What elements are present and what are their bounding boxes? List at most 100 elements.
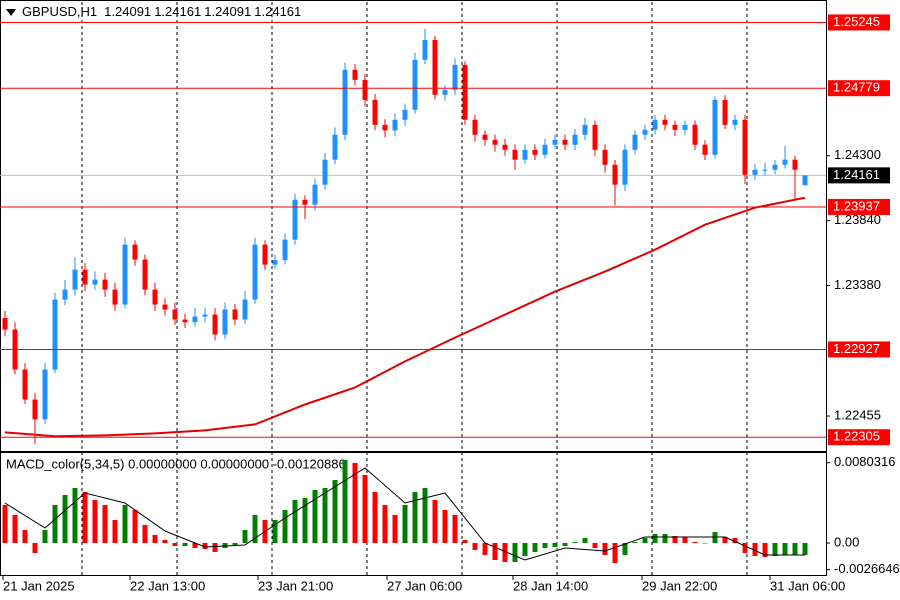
macd-bar	[752, 543, 758, 556]
candle-body	[292, 199, 298, 240]
symbol: GBPUSD,H1	[22, 4, 97, 19]
level-label: 1.22927	[833, 341, 880, 356]
macd-bar	[272, 520, 278, 543]
macd-bar	[592, 543, 598, 548]
x-tick-label: 31 Jan 06:00	[770, 578, 845, 593]
chart-header: GBPUSD,H1 1.24091 1.24161 1.24091 1.24161	[22, 4, 301, 19]
x-tick-label: 28 Jan 14:00	[513, 578, 588, 593]
macd-bar	[442, 510, 448, 543]
candle-body	[482, 134, 488, 140]
macd-bar	[642, 538, 648, 543]
macd-bar	[352, 463, 358, 543]
candle-body	[452, 64, 458, 90]
macd-y-tick-label: 0.0080316	[834, 454, 895, 469]
candle-body	[232, 309, 238, 320]
candle-body	[42, 369, 48, 420]
candle-body	[362, 79, 368, 100]
candle-body	[252, 244, 258, 300]
macd-bar	[732, 538, 738, 543]
candle-body	[102, 279, 108, 290]
candle-body	[752, 169, 758, 175]
candle-body	[182, 319, 188, 323]
macd-bar	[422, 488, 428, 543]
header-price: 1.24091	[204, 4, 251, 19]
macd-bar	[632, 542, 638, 543]
candle-body	[712, 99, 718, 155]
moving-average	[4, 196, 806, 438]
macd-bar	[312, 490, 318, 543]
candle-body	[802, 175, 808, 186]
macd-bar	[742, 543, 748, 553]
macd-bar	[782, 543, 788, 555]
level-label: 1.25245	[833, 14, 880, 29]
macd-bar	[672, 536, 678, 543]
macd-bar	[62, 495, 68, 543]
macd-bar	[152, 535, 158, 543]
candle-body	[122, 244, 128, 305]
macd-bar	[292, 500, 298, 543]
candle-body	[602, 149, 608, 165]
macd-bar	[372, 492, 378, 543]
macd-bar	[22, 530, 28, 543]
candle-body	[332, 134, 338, 160]
x-tick-label: 27 Jan 06:00	[387, 578, 462, 593]
macd-y-tick-label: -0.0026646	[834, 561, 900, 576]
macd-bar	[412, 492, 418, 543]
y-tick-label: 1.23840	[834, 212, 881, 227]
macd-bar	[212, 543, 218, 552]
current-price-label: 1.24161	[833, 167, 880, 182]
macd-bar	[102, 505, 108, 543]
level-label-box	[828, 14, 890, 31]
x-tick-label: 21 Jan 2025	[3, 578, 75, 593]
candle-body	[442, 89, 448, 95]
macd-bar	[532, 543, 538, 552]
candle-body	[692, 124, 698, 145]
macd-bar	[82, 492, 88, 543]
macd-bar	[392, 515, 398, 543]
macd-bar	[682, 537, 688, 543]
x-tick-label: 29 Jan 22:00	[642, 578, 717, 593]
level-label-box	[828, 429, 890, 446]
macd-bar	[792, 543, 798, 555]
candle-body	[62, 289, 68, 300]
macd-bar	[402, 505, 408, 543]
macd-bar	[802, 543, 808, 555]
macd-bar	[772, 543, 778, 556]
macd-bar	[432, 500, 438, 543]
candle-body	[682, 124, 688, 130]
candle-body	[782, 159, 788, 165]
level-label: 1.23937	[833, 198, 880, 213]
candle-body	[732, 119, 738, 125]
x-tick-label: 23 Jan 21:00	[258, 578, 333, 593]
candle-body	[612, 164, 618, 185]
candle-body	[52, 299, 58, 370]
candle-body	[552, 139, 558, 145]
candle-body	[112, 289, 118, 305]
macd-bar	[232, 543, 238, 545]
macd-bar	[622, 543, 628, 555]
candle-body	[202, 314, 208, 317]
candle-body	[422, 39, 428, 60]
macd-bar	[492, 543, 498, 560]
candle-body	[512, 149, 518, 160]
candle-body	[322, 159, 328, 185]
macd-bar	[12, 515, 18, 543]
candle-body	[652, 119, 658, 130]
candle-body	[262, 244, 268, 265]
candle-body	[172, 309, 178, 320]
macd-bar	[762, 543, 768, 557]
candle-body	[22, 369, 28, 400]
macd-bar	[452, 515, 458, 543]
macd-y-tick-label: 0.00	[834, 534, 859, 549]
macd-bar	[652, 534, 658, 543]
macd-bar	[2, 505, 8, 543]
macd-bar	[32, 543, 38, 553]
macd-bar	[242, 530, 248, 543]
candle-body	[772, 164, 778, 170]
level-label-box	[828, 341, 890, 358]
macd-bar	[602, 543, 608, 555]
candle-body	[72, 269, 78, 290]
macd-bar	[202, 543, 208, 549]
macd-bar	[382, 505, 388, 543]
